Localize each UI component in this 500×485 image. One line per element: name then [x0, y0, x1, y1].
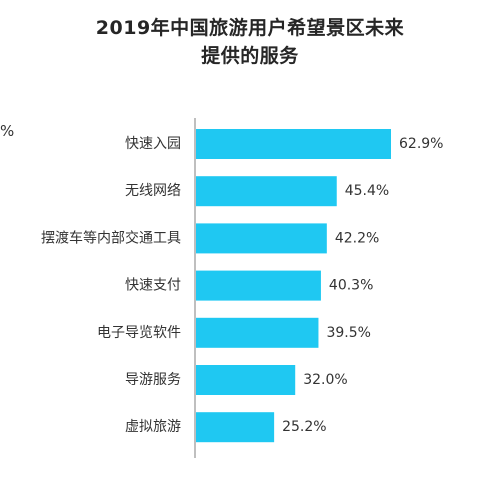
value-label-1: 62.9%: [399, 136, 443, 152]
value-label-2: 45.4%: [345, 183, 389, 199]
bar-7: [196, 412, 275, 443]
chart-title: 2019年中国旅游用户希望景区未来 提供的服务: [0, 14, 500, 70]
category-label-5: 电子导览软件: [97, 325, 181, 341]
value-label-5: 39.5%: [326, 325, 370, 341]
chart-title-line-1: 2019年中国旅游用户希望景区未来: [95, 17, 405, 39]
value-label-4: 40.3%: [329, 278, 373, 294]
chart-title-line-2: 提供的服务: [201, 45, 299, 67]
bar-4: [196, 270, 321, 301]
category-label-2: 无线网络: [125, 183, 181, 199]
bar-3: [196, 223, 327, 254]
category-label-1: 快速入园: [125, 136, 181, 152]
category-label-7: 虚拟旅游: [125, 419, 181, 435]
category-label-6: 导游服务: [125, 372, 181, 388]
bar-2: [196, 176, 337, 207]
value-label-7: 25.2%: [282, 419, 326, 435]
category-label-3: 摆渡车等内部交通工具: [41, 229, 181, 246]
bar-1: [196, 129, 391, 159]
value-label-6: 32.0%: [303, 372, 347, 388]
value-labels-group: 62.9% 45.4% 42.2% 40.3% 39.5% 32.0% 25.2%: [282, 136, 443, 435]
bars-group: [196, 129, 391, 443]
category-label-4: 快速支付: [125, 278, 181, 294]
bar-6: [196, 365, 296, 395]
bar-5: [196, 317, 319, 348]
cropped-percent-text: %: [0, 122, 15, 140]
value-label-3: 42.2%: [335, 230, 379, 246]
